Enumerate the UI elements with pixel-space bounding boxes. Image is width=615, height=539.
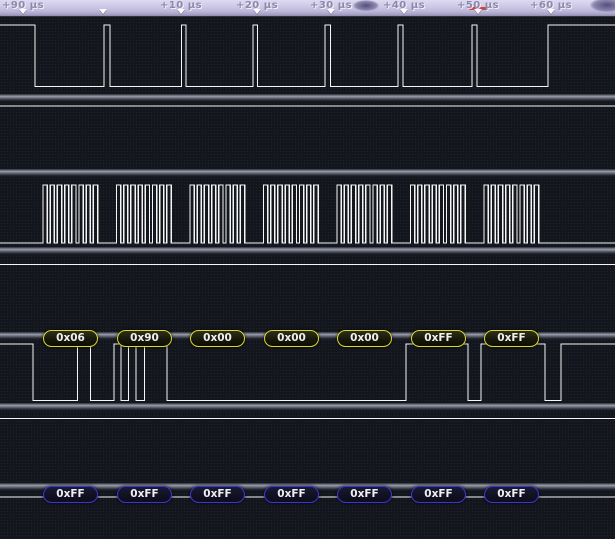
ruler-tick-label: +40 µs xyxy=(382,0,426,11)
ruler-tick-label: +60 µs xyxy=(529,0,573,11)
signal-trace-enable xyxy=(0,24,615,88)
ruler-tick-arrow-icon xyxy=(19,9,27,14)
time-ruler[interactable]: +90 µs +10 µs +20 µs +30 µs +40 µs +50 µs +60 … xyxy=(0,0,615,17)
ruler-tick-arrow-icon xyxy=(253,9,261,14)
ruler-tick-arrow-icon xyxy=(99,9,107,14)
signal-trace-mosi xyxy=(0,343,615,402)
ruler-tick-label: +50 µs xyxy=(456,0,500,11)
red-time-marker xyxy=(469,7,488,10)
miso-decoded-bubble: 0xFF xyxy=(190,486,245,503)
mosi-decoded-bubble: 0xFF xyxy=(411,330,466,347)
miso-decoded-bubble: 0xFF xyxy=(43,486,98,503)
mosi-decoded-bubble: 0xFF xyxy=(484,330,539,347)
lane-divider xyxy=(0,247,615,255)
mosi-decoded-bubble: 0x90 xyxy=(117,330,172,347)
ruler-tick-label: +90 µs xyxy=(1,0,45,11)
miso-decoded-bubble: 0xFF xyxy=(264,486,319,503)
mosi-decoded-bubble: 0x00 xyxy=(190,330,245,347)
signal-trace-clock xyxy=(0,184,615,244)
mosi-decoded-bubble: 0x06 xyxy=(43,330,98,347)
ruler-tick-label: +10 µs xyxy=(159,0,203,11)
mosi-decoded-bubble: 0x00 xyxy=(337,330,392,347)
lane-divider xyxy=(0,403,615,411)
lane-divider xyxy=(0,94,615,102)
mosi-decoded-bubble: 0x00 xyxy=(264,330,319,347)
ruler-tick-label: +20 µs xyxy=(235,0,279,11)
ruler-tick-arrow-icon xyxy=(474,9,482,14)
miso-decoded-bubble: 0xFF xyxy=(117,486,172,503)
lane-divider xyxy=(0,169,615,177)
ruler-tick-arrow-icon xyxy=(177,9,185,14)
miso-decoded-bubble: 0xFF xyxy=(484,486,539,503)
ruler-tick-arrow-icon xyxy=(547,9,555,14)
ruler-smudge-marker xyxy=(353,0,379,11)
ruler-tick-arrow-icon xyxy=(327,9,335,14)
ruler-tick-label: +30 µs xyxy=(309,0,353,11)
ruler-tick-arrow-icon xyxy=(400,9,408,14)
ruler-corner-shadow xyxy=(590,0,615,12)
miso-decoded-bubble: 0xFF xyxy=(337,486,392,503)
miso-decoded-bubble: 0xFF xyxy=(411,486,466,503)
